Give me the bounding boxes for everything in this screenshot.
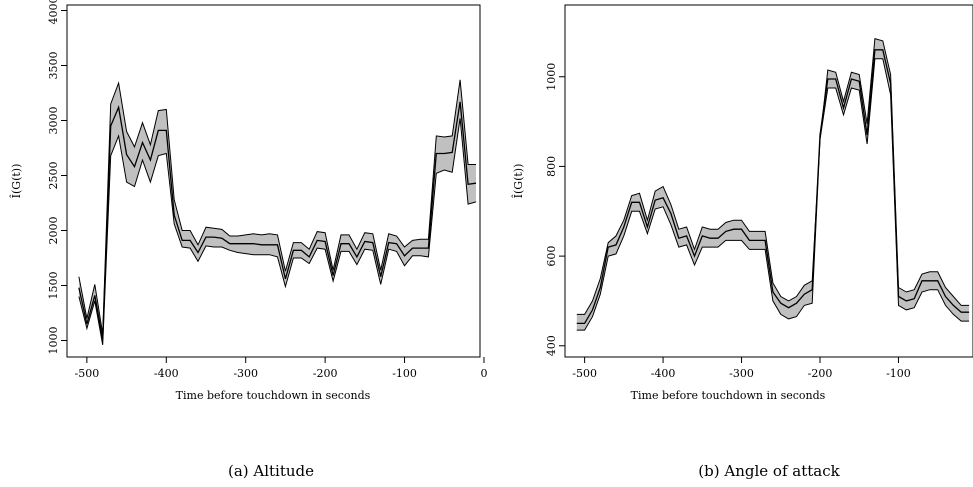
angle-of-attack-upper-bound-line <box>576 37 970 315</box>
angle-of-attack-y-tick-label: 800 <box>545 156 558 177</box>
angle-of-attack-x-tick-label: -300 <box>729 367 754 380</box>
altitude-x-tick-label: -500 <box>74 367 99 380</box>
altitude-x-axis-title: Time before touchdown in seconds <box>176 389 371 402</box>
angle-of-attack-estimate-line <box>576 49 970 325</box>
altitude-x-tick-label: -100 <box>392 367 417 380</box>
altitude-x-tick-label: -300 <box>233 367 258 380</box>
angle-of-attack-y-axis: 400 600 800 1000 <box>545 63 565 356</box>
angle-of-attack-y-tick-label: 400 <box>545 335 558 356</box>
altitude-y-tick-label: 2000 <box>47 217 60 245</box>
altitude-confidence-band <box>78 79 477 345</box>
altitude-estimate-line <box>78 101 477 340</box>
altitude-lower-bound-line <box>78 118 477 345</box>
altitude-y-tick-label: 1000 <box>47 327 60 355</box>
angle-of-attack-x-axis: -500-400-300-200-1000 <box>572 357 911 380</box>
angle-of-attack-confidence-band <box>576 38 970 331</box>
angle-of-attack-y-tick-label: 600 <box>545 246 558 267</box>
altitude-y-tick-label: 3500 <box>47 52 60 80</box>
angle-of-attack-lower-bound-line <box>576 58 970 331</box>
altitude-x-tick-label: -400 <box>154 367 179 380</box>
altitude-chart: -500 -400 -300 -200 -100 0 1000 1500 2000 2500 30… <box>9 0 487 480</box>
altitude-x-tick-label: -200 <box>313 367 338 380</box>
altitude-plot-frame <box>66 4 481 358</box>
angle-of-attack-x-tick-label: -500 <box>572 367 597 380</box>
altitude-upper-bound-line <box>78 79 476 334</box>
altitude-y-axis-title: Î(G(t)) <box>9 164 23 199</box>
angle-of-attack-caption: (b) Angle of attack <box>698 462 840 480</box>
altitude-y-tick-label: 2500 <box>47 162 60 190</box>
angle-of-attack-x-axis-title: Time before touchdown in seconds <box>631 389 826 402</box>
angle-of-attack-y-axis-title: Î(G(t)) <box>511 164 525 199</box>
altitude-x-tick-label: 0 <box>480 367 487 380</box>
angle-of-attack-x-tick-label: -200 <box>808 367 833 380</box>
altitude-y-axis: 1000 1500 2000 2500 3000 3500 4000 <box>47 0 67 355</box>
angle-of-attack-y-tick-label: 1000 <box>545 63 558 91</box>
angle-of-attack-x-tick-label: -400 <box>651 367 676 380</box>
altitude-x-axis: -500 -400 -300 -200 -100 0 <box>74 357 487 380</box>
angle-of-attack-plot-frame <box>564 4 973 358</box>
altitude-y-tick-label: 3000 <box>47 107 60 135</box>
altitude-caption: (a) Altitude <box>228 462 314 480</box>
angle-of-attack-x-tick-label: -100 <box>886 367 911 380</box>
altitude-y-tick-label: 4000 <box>47 0 60 25</box>
altitude-y-tick-label: 1500 <box>47 272 60 300</box>
